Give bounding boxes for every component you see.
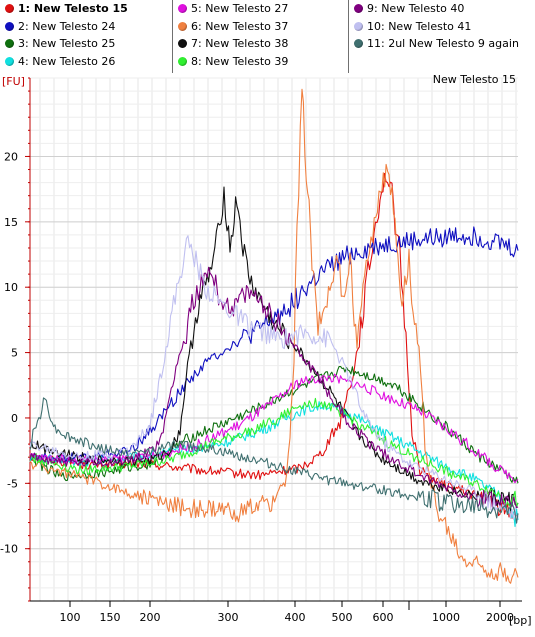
legend-label: 10: New Telesto 41 — [367, 19, 472, 33]
legend-label: 6: New Telesto 37 — [191, 19, 289, 33]
legend-entry-3[interactable]: 3: New Telesto 25 — [0, 35, 172, 53]
series-line — [29, 373, 519, 484]
legend-column: 5: New Telesto 27 6: New Telesto 37 7: N… — [173, 0, 349, 73]
x-tick-label: 400 — [285, 611, 306, 624]
y-tick-label: 20 — [4, 150, 18, 163]
legend-entry-9[interactable]: 9: New Telesto 40 — [349, 0, 535, 18]
series-color-dot-icon — [178, 39, 187, 49]
legend-label: 1: New Telesto 15 — [18, 2, 128, 16]
x-tick-label: 500 — [332, 611, 353, 624]
y-tick-label: -5 — [7, 477, 18, 490]
y-tick-label: -10 — [0, 543, 18, 556]
legend-entry-2[interactable]: 2: New Telesto 24 — [0, 18, 172, 36]
axes: -10 -5 0 5 10 15 20 100 150 200 300 400 500 600 1000 20… — [0, 77, 522, 624]
legend-entry-11[interactable]: 11: 2ul New Telesto 9 again — [349, 35, 535, 53]
legend-label: 2: New Telesto 24 — [18, 19, 116, 33]
legend-label: 5: New Telesto 27 — [191, 2, 289, 16]
x-tick-label: 300 — [218, 611, 239, 624]
legend-label: 11: 2ul New Telesto 9 again — [367, 37, 519, 51]
series-color-dot-icon — [178, 4, 187, 14]
x-tick-label: 100 — [60, 611, 81, 624]
legend-entry-6[interactable]: 6: New Telesto 37 — [173, 18, 348, 36]
chart-background — [0, 74, 535, 637]
legend-entry-7[interactable]: 7: New Telesto 38 — [173, 35, 348, 53]
series-line — [29, 226, 519, 463]
series-line — [29, 397, 519, 508]
legend-label: 9: New Telesto 40 — [367, 2, 465, 16]
x-tick-label: 1000 — [432, 611, 460, 624]
y-tick-label: 0 — [11, 412, 18, 425]
y-axis-label: [FU] — [2, 75, 25, 88]
series-color-dot-icon — [5, 56, 14, 66]
x-tick-label: 2000 — [486, 611, 514, 624]
electropherogram-chart[interactable]: -10 -5 0 5 10 15 20 100 150 200 300 400 500 600 1000 20… — [0, 74, 535, 637]
legend-entry-1[interactable]: 1: New Telesto 15 — [0, 0, 172, 18]
series-color-dot-icon — [354, 21, 363, 31]
series-color-dot-icon — [178, 56, 187, 66]
y-tick-label: 10 — [4, 281, 18, 294]
y-tick-label: 15 — [4, 216, 18, 229]
x-tick-label: 150 — [100, 611, 121, 624]
legend-column: 9: New Telesto 40 10: New Telesto 41 11:… — [349, 0, 535, 73]
series-color-dot-icon — [5, 39, 14, 49]
x-tick-label: 200 — [140, 611, 161, 624]
series-line — [29, 397, 519, 524]
series-color-dot-icon — [5, 4, 14, 14]
legend: 1: New Telesto 15 2: New Telesto 24 3: N… — [0, 0, 535, 75]
series-color-dot-icon — [5, 21, 14, 31]
series-color-dot-icon — [354, 4, 363, 14]
grid — [30, 77, 518, 602]
legend-label: 3: New Telesto 25 — [18, 37, 116, 51]
chart-title: New Telesto 15 — [433, 74, 516, 86]
legend-label: 7: New Telesto 38 — [191, 37, 289, 51]
series-line — [29, 88, 519, 584]
x-axis-label: [bp] — [509, 614, 532, 627]
series-layer — [29, 88, 519, 584]
legend-entry-5[interactable]: 5: New Telesto 27 — [173, 0, 348, 18]
legend-entry-8[interactable]: 8: New Telesto 39 — [173, 53, 348, 71]
series-color-dot-icon — [354, 39, 363, 49]
legend-entry-4[interactable]: 4: New Telesto 26 — [0, 53, 172, 71]
legend-entry-10[interactable]: 10: New Telesto 41 — [349, 18, 535, 36]
series-line — [29, 266, 519, 509]
series-line — [29, 235, 519, 524]
legend-column: 1: New Telesto 15 2: New Telesto 24 3: N… — [0, 0, 173, 73]
y-tick-label: 5 — [11, 347, 18, 360]
x-tick-label: 600 — [373, 611, 394, 624]
series-color-dot-icon — [178, 21, 187, 31]
legend-label: 8: New Telesto 39 — [191, 54, 289, 68]
legend-label: 4: New Telesto 26 — [18, 54, 116, 68]
